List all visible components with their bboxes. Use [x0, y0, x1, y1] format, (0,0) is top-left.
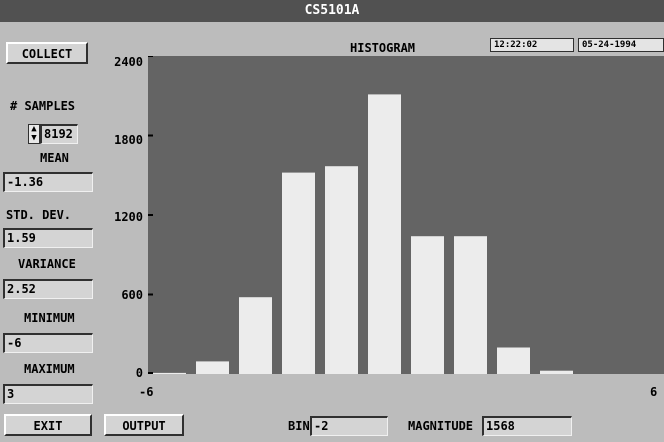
- histogram-bar[interactable]: [325, 166, 358, 374]
- x-tick-label: -6: [139, 385, 154, 399]
- window-title: CS5101A: [0, 0, 664, 22]
- plot-area[interactable]: [148, 56, 664, 374]
- y-tick-label: 1800: [114, 133, 143, 147]
- histogram-bar[interactable]: [153, 372, 186, 374]
- samples-field[interactable]: 8192: [40, 124, 78, 144]
- std-dev-field: 1.59: [3, 228, 93, 248]
- variance-field: 2.52: [3, 279, 93, 299]
- samples-stepper-icon[interactable]: ▲ ▼: [28, 124, 40, 144]
- y-tick-label: 2400: [114, 55, 143, 69]
- maximum-label: MAXIMUM: [24, 362, 75, 376]
- magnitude-field: 1568: [482, 416, 572, 436]
- std-dev-label: STD. DEV.: [6, 208, 72, 222]
- histogram-bar[interactable]: [411, 236, 444, 374]
- histogram-plot[interactable]: [148, 56, 664, 374]
- maximum-field: 3: [3, 384, 93, 404]
- histogram-bar[interactable]: [454, 236, 487, 374]
- collect-button[interactable]: COLLECT: [6, 42, 88, 64]
- histogram-bar[interactable]: [196, 361, 229, 374]
- histogram-bar[interactable]: [239, 297, 272, 374]
- y-tick-label: 600: [121, 288, 143, 302]
- histogram-bar[interactable]: [282, 172, 315, 374]
- date-display: 05-24-1994: [578, 38, 664, 52]
- exit-button[interactable]: EXIT: [4, 414, 92, 436]
- y-tick-label: 0: [135, 366, 143, 380]
- histogram-bar[interactable]: [368, 94, 401, 374]
- bin-field: -2: [310, 416, 388, 436]
- histogram-bar[interactable]: [540, 370, 573, 374]
- mean-field: -1.36: [3, 172, 93, 192]
- histogram-bar[interactable]: [497, 347, 530, 375]
- minimum-field: -6: [3, 333, 93, 353]
- x-tick-label: 6: [650, 385, 658, 399]
- time-display: 12:22:02: [490, 38, 574, 52]
- output-button[interactable]: OUTPUT: [104, 414, 184, 436]
- mean-label: MEAN: [40, 151, 69, 165]
- y-tick-label: 1200: [114, 210, 143, 224]
- variance-label: VARIANCE: [18, 257, 76, 271]
- bin-label: BIN: [288, 419, 310, 433]
- magnitude-label: MAGNITUDE: [408, 419, 474, 433]
- minimum-label: MINIMUM: [24, 311, 75, 325]
- samples-label: # SAMPLES: [10, 99, 76, 113]
- chart-title: HISTOGRAM: [350, 41, 416, 55]
